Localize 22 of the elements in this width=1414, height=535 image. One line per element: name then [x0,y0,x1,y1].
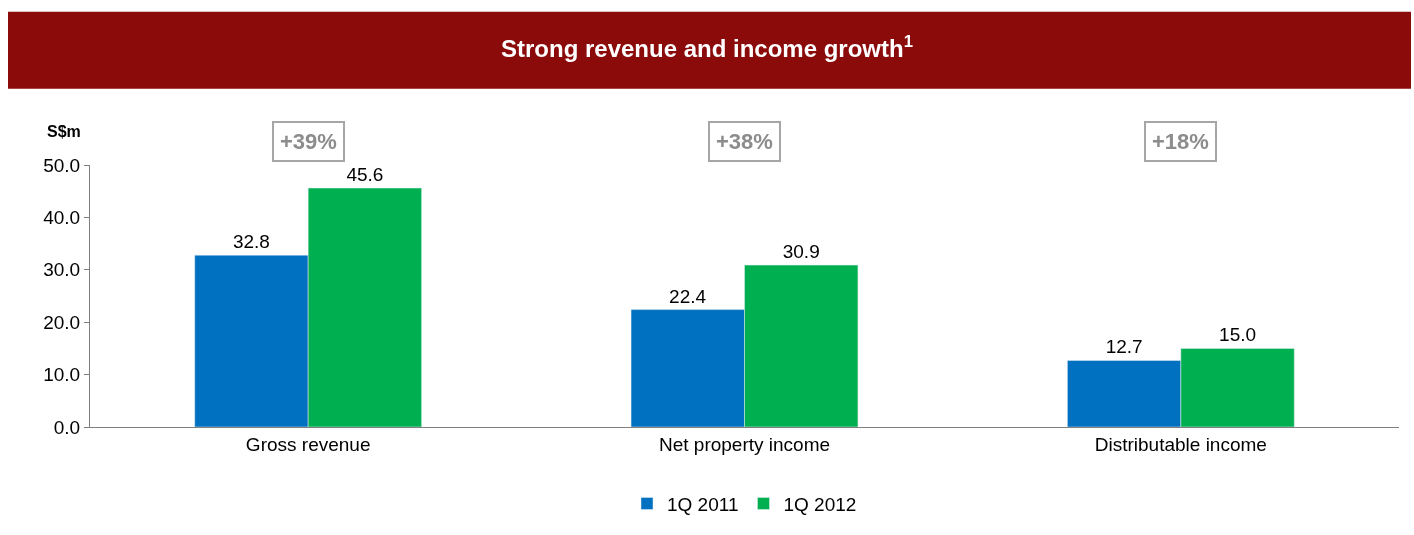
y-tick-label: 30.0 [43,259,81,281]
y-tick-label: 0.0 [53,416,81,438]
y-tick-label: 40.0 [43,207,81,229]
data-label: 15.0 [1219,324,1257,346]
data-label: 30.9 [782,241,820,263]
data-label: 12.7 [1105,336,1143,358]
data-label: 32.8 [232,231,270,253]
x-tick-label: Net property income [658,433,831,455]
x-tick-label: Gross revenue [245,433,371,455]
data-label: 22.4 [669,285,707,307]
legend-label: 1Q 2012 [783,493,857,515]
chart-title: Strong revenue and income growth$^{1}$ [500,32,914,63]
y-tick-label: 10.0 [43,364,81,386]
data-label: 45.6 [346,164,384,186]
y-tick-label: 20.0 [43,311,81,333]
text: +18% [1152,129,1209,154]
text: +38% [716,129,773,154]
text: +39% [280,129,337,154]
y-tick-label: 50.0 [43,154,81,176]
x-tick-label: Distributable income [1094,433,1267,455]
legend-label: 1Q 2011 [667,493,739,515]
y-axis-title: S$m [47,123,81,140]
